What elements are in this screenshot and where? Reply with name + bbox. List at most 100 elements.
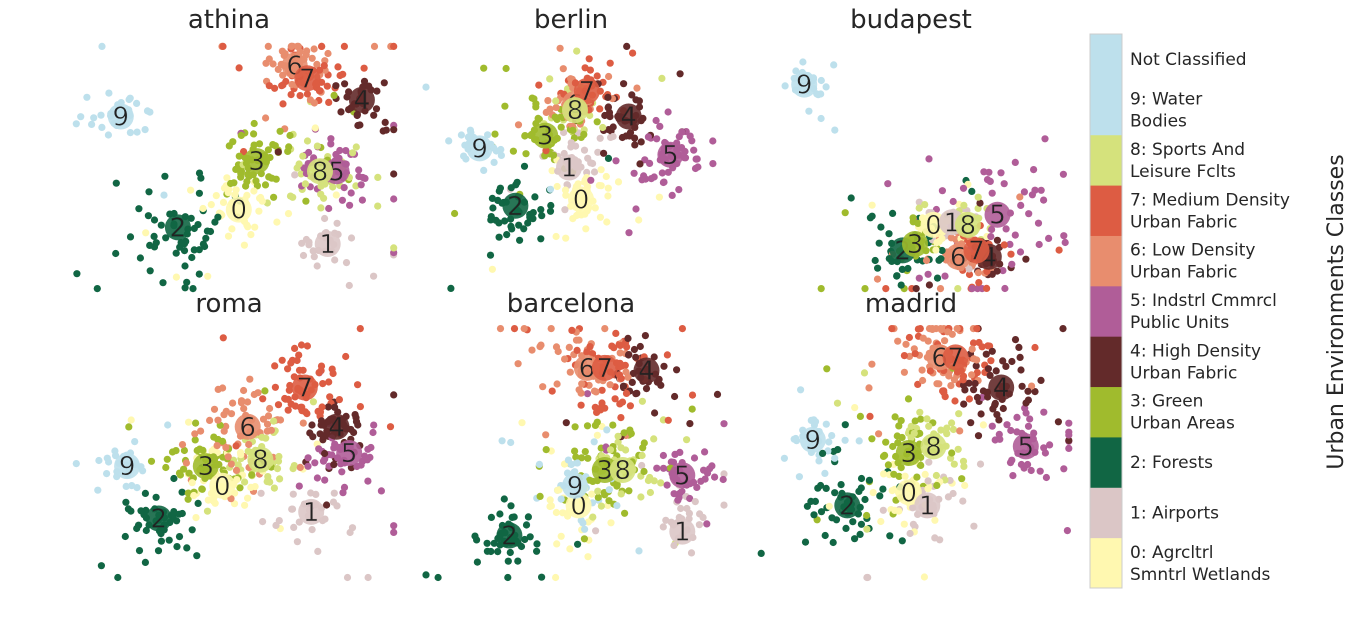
point-roma-class-7	[326, 393, 334, 401]
point-berlin-class-8	[586, 111, 594, 120]
point-berlin-class-0	[635, 216, 643, 224]
point-budapest-class-3	[841, 209, 849, 217]
point-athina-class-6	[324, 49, 332, 58]
point-roma-class-1	[312, 490, 320, 498]
point-athina-class-0	[311, 124, 319, 132]
point-berlin-class-2	[495, 233, 503, 241]
point-barcelona-class-5	[711, 473, 719, 481]
centroid-marker-madrid-9	[799, 426, 826, 453]
point-athina-class-5	[347, 189, 355, 197]
point-berlin-class-2	[503, 231, 511, 239]
point-budapest-class-5	[983, 176, 992, 184]
point-athina-class-9	[143, 107, 152, 115]
point-berlin-class-1	[609, 132, 617, 141]
point-berlin-class-0	[562, 191, 570, 199]
point-barcelona-class-9	[535, 460, 544, 468]
point-berlin-class-9	[497, 151, 505, 159]
point-berlin-class-5	[709, 160, 717, 168]
point-barcelona-class-1	[677, 504, 685, 513]
point-barcelona-class-6	[566, 368, 574, 376]
point-berlin-class-9	[466, 126, 474, 134]
point-roma-class-2	[188, 526, 196, 534]
point-barcelona-class-2	[487, 547, 495, 556]
point-athina-class-8	[349, 149, 357, 157]
colorbar-frame	[1089, 33, 1123, 589]
point-madrid-class-4	[1031, 388, 1039, 396]
point-budapest-class-5	[985, 168, 993, 176]
point-barcelona-class-7	[583, 348, 591, 356]
point-berlin-class-5	[681, 154, 690, 162]
centroid-marker-roma-0	[209, 472, 236, 499]
point-madrid-class-3	[913, 473, 921, 481]
point-athina-class-6	[370, 42, 379, 51]
point-athina-class-1	[370, 272, 378, 280]
point-barcelona-class-3	[572, 453, 580, 461]
colorbar-tick-label-0: 0: Agrcltrl Smntrl Wetlands	[1130, 543, 1271, 585]
point-roma-class-2	[194, 499, 202, 507]
point-roma-class-3	[176, 471, 184, 479]
point-madrid-class-0	[920, 573, 929, 581]
colorbar-cell-0	[1090, 537, 1122, 589]
point-berlin-class-5	[660, 178, 668, 186]
point-madrid-class-4	[972, 362, 980, 370]
point-athina-class-2	[150, 232, 158, 240]
centroid-marker-barcelona-4	[633, 357, 660, 384]
point-athina-class-4	[356, 121, 364, 129]
point-roma-class-6	[210, 405, 219, 413]
point-barcelona-class-6	[590, 387, 599, 395]
point-roma-class-6	[227, 460, 235, 468]
point-berlin-class-4	[600, 149, 608, 157]
point-barcelona-class-6	[575, 386, 583, 394]
point-barcelona-class-5	[701, 448, 709, 456]
point-barcelona-class-7	[622, 389, 631, 397]
point-athina-class-2	[188, 253, 196, 262]
point-madrid-class-7	[914, 380, 922, 388]
point-barcelona-class-6	[547, 325, 555, 333]
point-berlin-class-4	[631, 141, 639, 149]
point-berlin-class-8	[552, 97, 560, 105]
point-budapest-class-5	[938, 187, 947, 195]
point-madrid-class-6	[947, 382, 955, 390]
point-roma-class-1	[289, 490, 297, 498]
point-berlin-class-3	[534, 114, 542, 122]
point-berlin-class-6	[552, 103, 560, 112]
point-madrid-class-8	[960, 462, 968, 470]
point-madrid-class-9	[822, 420, 830, 428]
point-athina-class-2	[159, 279, 167, 287]
point-athina-class-7	[316, 87, 324, 95]
point-athina-class-9	[98, 42, 106, 51]
point-barcelona-class-5	[653, 464, 661, 472]
point-athina-class-6	[269, 60, 277, 68]
point-madrid-class-6	[941, 337, 949, 345]
point-barcelona-class-8	[683, 436, 691, 444]
point-madrid-class-2	[819, 449, 827, 457]
centroid-marker-berlin-3	[532, 122, 559, 149]
point-madrid-class-4	[1017, 366, 1025, 374]
point-madrid-class-1	[970, 522, 978, 530]
point-madrid-class-0	[979, 421, 988, 429]
point-berlin-class-5	[647, 175, 655, 183]
point-athina-class-4	[380, 79, 388, 87]
colorbar-tick-label-8: 8: Sports And Leisure Fclts	[1130, 140, 1245, 182]
point-roma-class-5	[338, 468, 346, 476]
point-athina-class-4	[373, 87, 381, 95]
point-barcelona-class-8	[638, 397, 647, 405]
point-budapest-class-4	[988, 270, 996, 278]
point-berlin-class-2	[489, 204, 497, 212]
point-athina-class-3	[286, 131, 294, 140]
point-madrid-class-6	[894, 337, 902, 345]
point-barcelona-class-4	[630, 345, 639, 354]
centroid-label-madrid-8: 8	[925, 432, 942, 462]
point-budapest-class-2	[968, 187, 976, 195]
point-athina-class-2	[157, 221, 165, 229]
point-berlin-class-2	[495, 187, 503, 195]
centroid-marker-athina-8	[307, 158, 333, 185]
colorbar-tick-label-nc: Not Classified	[1130, 50, 1247, 70]
point-madrid-class-1	[863, 573, 871, 582]
point-barcelona-class-2	[524, 513, 533, 521]
point-madrid-class-4	[984, 365, 993, 373]
centroid-label-berlin-0: 0	[573, 185, 590, 215]
point-budapest-class-5	[1006, 240, 1014, 248]
point-barcelona-class-8	[646, 473, 654, 482]
